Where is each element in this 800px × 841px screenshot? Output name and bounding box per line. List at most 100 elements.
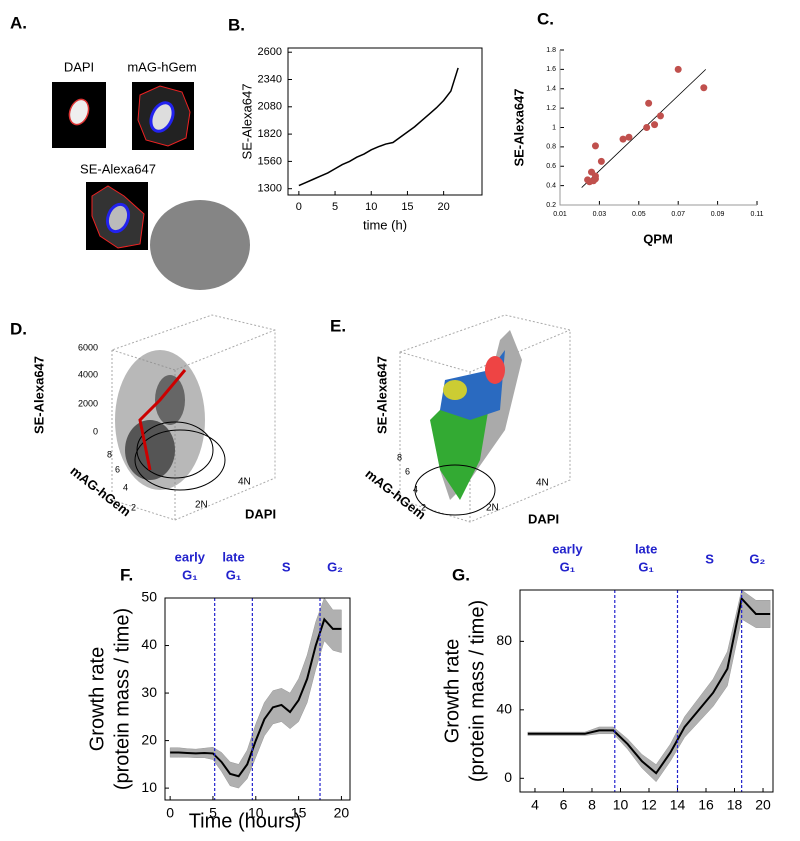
y-axis-label: (protein mass / time) — [466, 600, 488, 782]
tick-label: 6000 — [78, 342, 98, 352]
tick-label: 4 — [123, 482, 128, 492]
y-tick-label: 10 — [141, 779, 157, 795]
point — [700, 84, 708, 92]
y-tick-label: 1.4 — [546, 86, 556, 93]
y-tick-label: 2080 — [258, 101, 282, 113]
image-label: SE-Alexa647 — [80, 161, 156, 176]
panel-label: F. — [120, 565, 133, 584]
point — [619, 135, 627, 143]
line — [298, 67, 459, 187]
chart: G. 4 6 8 10 12 14 16 18 20 0 40 80 Growth rate (protei… — [441, 541, 774, 813]
y-tick-label: 1300 — [258, 183, 282, 195]
phase-label: S — [705, 551, 714, 566]
x-tick-label: 8 — [588, 797, 596, 813]
tick-label: 4000 — [78, 369, 98, 379]
y-tick-label: 0.4 — [546, 182, 556, 189]
point — [591, 175, 599, 183]
axis-label: DAPI — [528, 511, 559, 526]
phase-label: early — [175, 549, 206, 564]
axes-frame — [164, 597, 351, 801]
phase-label: G₁ — [560, 559, 576, 574]
tick-label: 0 — [93, 426, 98, 436]
y-axis-label: SE-Alexa647 — [511, 88, 526, 166]
tick-label: 4N — [238, 477, 251, 488]
phase-label: G₂ — [749, 551, 765, 566]
y-tick-label: 1.6 — [546, 66, 556, 73]
chart: B. 0 5 10 15 20 1300 1560 1820 2080 2340 2600 time (… — [228, 15, 483, 232]
y-tick-label: 2600 — [258, 46, 282, 58]
scatter-cloud — [115, 200, 250, 491]
phase-label: G₁ — [638, 559, 654, 574]
panel-label: E. — [330, 316, 346, 335]
axis-label: mAG-hGem — [363, 466, 429, 522]
y-axis-label: SE-Alexa647 — [239, 84, 254, 160]
phase-label: late — [222, 549, 244, 564]
cell-images — [52, 82, 194, 250]
x-tick-label: 4 — [531, 797, 539, 813]
point — [625, 133, 633, 141]
image-label: mAG-hGem — [127, 59, 196, 74]
y-axis-label: Growth rate — [86, 647, 108, 751]
y-tick-label: 0.8 — [546, 144, 556, 151]
tick-label: 2N — [486, 503, 499, 514]
panel-label: C. — [537, 9, 554, 28]
x-tick-label: 0.07 — [671, 211, 685, 218]
y-tick-label: 2340 — [258, 73, 282, 85]
x-tick-label: 20 — [755, 797, 771, 813]
x-tick-label: 18 — [727, 797, 743, 813]
y-tick-label: 1820 — [258, 128, 282, 140]
tick-label: 6 — [405, 466, 410, 476]
panel-label: B. — [228, 15, 245, 34]
x-tick-label: 0.05 — [632, 211, 646, 218]
x-tick-label: 10 — [248, 805, 264, 821]
y-tick-label: 40 — [141, 636, 157, 652]
x-tick-label: 6 — [560, 797, 568, 813]
axes-frame — [519, 589, 774, 793]
band — [527, 590, 771, 783]
point — [656, 112, 664, 120]
axes-frame — [559, 50, 757, 206]
line — [170, 617, 342, 778]
phase-label: G₁ — [182, 567, 198, 582]
chart: F. 0 5 10 15 20 10 20 30 40 50 Time (hours) Growth r… — [86, 549, 351, 832]
x-tick-label: 0.01 — [553, 211, 567, 218]
y-tick-label: 1.2 — [546, 105, 556, 112]
y-tick-label: 1.8 — [546, 47, 556, 54]
tick-label: 4 — [413, 484, 418, 494]
x-axis-label: time (h) — [363, 217, 407, 232]
panel-label: D. — [10, 319, 27, 338]
axes-frame — [287, 47, 483, 196]
point — [597, 157, 605, 165]
phase-label: late — [635, 541, 657, 556]
image-label: DAPI — [64, 59, 94, 74]
band — [169, 598, 342, 789]
y-tick-label: 30 — [141, 684, 157, 700]
tick-label: 2 — [131, 502, 136, 512]
tick-label: 4N — [536, 478, 549, 489]
x-tick-label: 0.03 — [593, 211, 607, 218]
tick-label: 2 — [421, 502, 426, 512]
y-tick-label: 50 — [141, 589, 157, 605]
y-tick-label: 0 — [504, 769, 512, 785]
panel-label: A. — [10, 13, 27, 32]
point — [643, 124, 651, 131]
chart: C. 0.01 0.03 0.05 0.07 0.09 0.11 0.2 0.4 0.6 0.8 1 1… — [511, 9, 763, 246]
axis-label: DAPI — [245, 506, 276, 521]
x-tick-label: 12 — [641, 797, 657, 813]
phase-label: G₁ — [226, 567, 242, 582]
x-tick-label: 0.11 — [750, 211, 763, 218]
x-tick-label: 5 — [209, 805, 217, 821]
x-tick-label: 0.09 — [711, 211, 725, 218]
x-tick-label: 20 — [438, 201, 450, 213]
x-tick-label: 15 — [291, 805, 307, 821]
x-tick-label: 14 — [670, 797, 686, 813]
axis-label: SE-Alexa647 — [31, 356, 46, 434]
point — [651, 121, 659, 129]
tick-label: 2000 — [78, 398, 98, 408]
panel-label: G. — [452, 565, 470, 584]
y-tick-label: 0.2 — [546, 202, 556, 209]
point — [674, 65, 682, 73]
x-tick-label: 5 — [332, 201, 338, 213]
tick-label: 6 — [115, 464, 120, 474]
